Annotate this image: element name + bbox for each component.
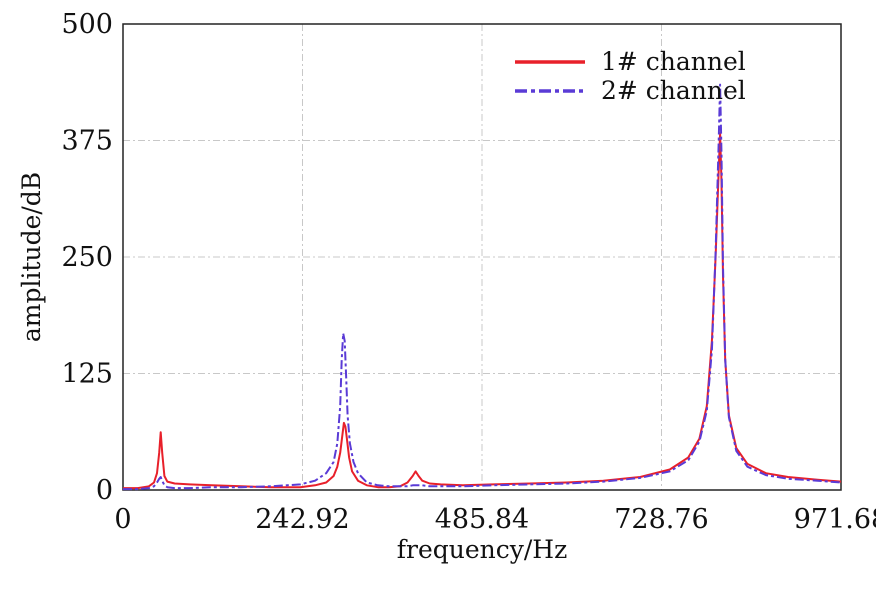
series-line-2 [123,83,842,491]
grid-lines [123,24,841,490]
plot-frame [122,23,842,491]
y-tick-label: 375 [61,126,113,157]
y-tick-label: 0 [96,475,113,506]
x-tick-label: 728.76 [614,504,708,535]
y-axis-title: amplitude/dB [17,172,46,342]
x-axis-title: frequency/Hz [397,535,568,564]
x-tick-label: 242.92 [255,504,349,535]
y-tick-label: 125 [61,359,113,390]
legend-label-1: 1# channel [601,47,746,76]
y-tick-label: 250 [61,242,113,273]
x-tick-label: 0 [114,504,131,535]
x-tick-label: 485.84 [435,504,529,535]
x-tick-labels: 0 242.92 485.84 728.76 971.68 [114,504,876,535]
y-tick-labels: 0 125 250 375 500 [61,9,113,506]
y-tick-label: 500 [61,9,113,40]
legend-label-2: 2# channel [601,76,746,105]
series-layer [123,83,842,491]
x-tick-label: 971.68 [794,504,876,535]
